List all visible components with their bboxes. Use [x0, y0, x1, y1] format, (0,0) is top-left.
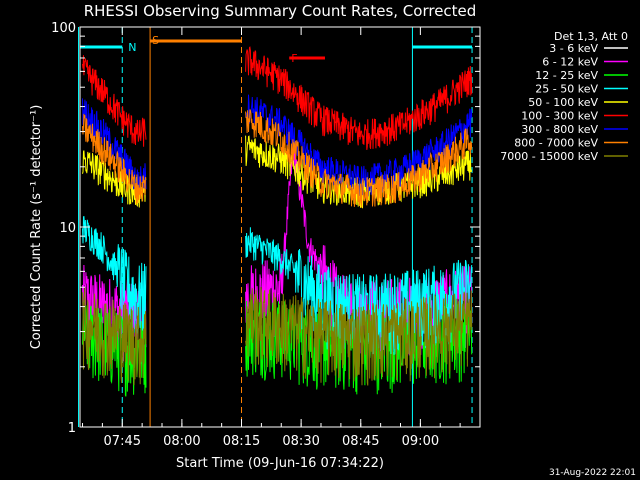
y-tick-label: 100 [51, 21, 76, 36]
x-axis-label: Start Time (09-Jun-16 07:34:22) [176, 456, 384, 471]
legend-label: 800 - 7000 keV [514, 137, 598, 150]
chart-title: RHESSI Observing Summary Count Rates, Co… [84, 2, 477, 20]
x-tick-label: 08:00 [163, 434, 200, 449]
series-line [245, 286, 473, 386]
series-line [82, 215, 147, 335]
legend-label: 12 - 25 keV [535, 69, 598, 82]
event-marker-label: F [291, 52, 297, 65]
legend-label: 3 - 6 keV [549, 42, 598, 55]
x-axis: 07:45 08:00 08:15 08:30 08:45 09:00 [82, 27, 481, 449]
series-group [82, 46, 473, 397]
series-line [82, 286, 147, 386]
series-line [82, 113, 147, 205]
x-tick-label: 08:45 [342, 434, 379, 449]
footer-date: 31-Aug-2022 22:01 [549, 468, 636, 478]
legend-label: 300 - 800 keV [521, 123, 598, 136]
event-marker-label: S [152, 34, 159, 47]
series-line [245, 227, 473, 356]
legend-label: 25 - 50 keV [535, 83, 598, 96]
x-tick-label: 08:30 [282, 434, 319, 449]
y-axis-label: Corrected Count Rate (s⁻¹ detector⁻¹) [29, 105, 44, 350]
x-tick-label: 07:45 [104, 434, 141, 449]
y-tick-label: 10 [59, 221, 76, 236]
y-tick-label: 1 [68, 421, 76, 436]
legend-label: 7000 - 15000 keV [500, 150, 598, 163]
x-tick-label: 08:15 [223, 434, 260, 449]
series-line [245, 46, 473, 150]
legend-label: 100 - 300 keV [521, 110, 598, 123]
legend-title: Det 1,3, Att 0 [554, 30, 628, 43]
legend-label: 50 - 100 keV [528, 96, 598, 109]
x-tick-label: 09:00 [402, 434, 439, 449]
event-marker-label: N [128, 41, 136, 54]
series-line [82, 55, 147, 147]
series-line [245, 94, 473, 197]
series-line [82, 150, 147, 208]
y-axis: 1 10 100 [51, 21, 480, 436]
legend-label: 6 - 12 keV [542, 56, 598, 69]
series-line [245, 109, 473, 208]
